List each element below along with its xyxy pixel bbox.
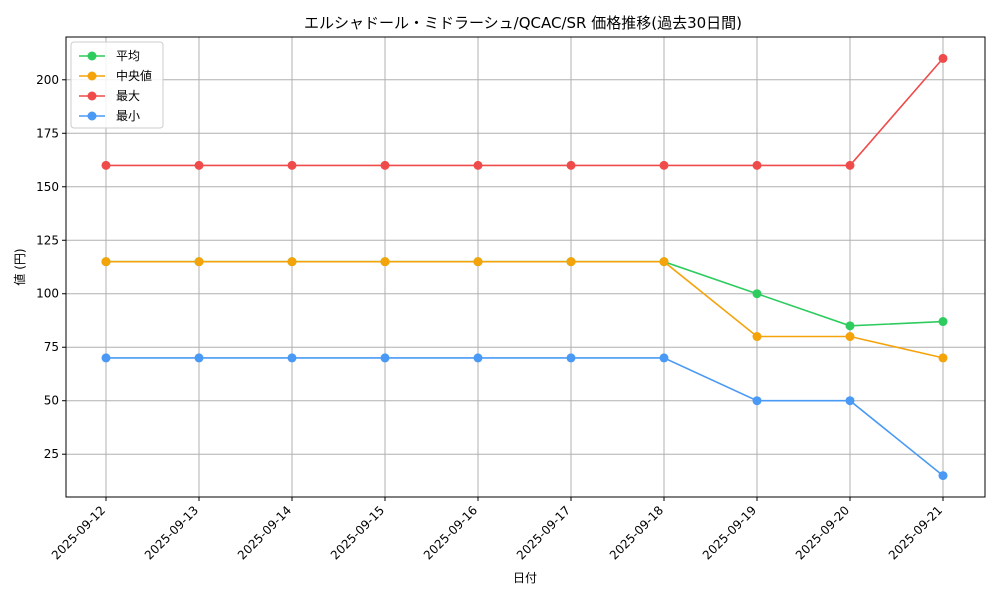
data-point-2-7 xyxy=(752,160,762,170)
series-points xyxy=(101,53,948,481)
x-tick-label: 2025-09-14 xyxy=(235,503,294,562)
legend-marker-0 xyxy=(87,51,97,61)
data-point-2-9 xyxy=(938,53,948,63)
x-tick-label: 2025-09-16 xyxy=(421,503,480,562)
series-line-3 xyxy=(106,357,944,477)
y-tick-label: 150 xyxy=(36,180,59,194)
data-point-1-3 xyxy=(380,257,390,267)
x-tick-label: 2025-09-12 xyxy=(49,503,108,562)
data-point-0-9 xyxy=(938,317,948,327)
data-point-2-1 xyxy=(194,160,204,170)
data-point-1-1 xyxy=(194,257,204,267)
x-ticks: 2025-09-12 2025-09-13 2025-09-14 2025-09-15… xyxy=(49,497,945,562)
data-point-3-8 xyxy=(845,396,855,406)
legend-label-0: 平均 xyxy=(116,49,140,63)
data-point-3-3 xyxy=(380,353,390,363)
x-tick-label: 2025-09-20 xyxy=(793,503,852,562)
data-point-1-4 xyxy=(473,257,483,267)
legend-label-2: 最大 xyxy=(116,89,140,103)
x-tick-label: 2025-09-17 xyxy=(514,503,573,562)
legend-label-3: 最小 xyxy=(116,109,140,123)
data-point-2-3 xyxy=(380,160,390,170)
y-tick-label: 100 xyxy=(36,287,59,301)
y-tick-label: 125 xyxy=(36,233,59,247)
data-point-3-9 xyxy=(938,471,948,481)
data-point-2-8 xyxy=(845,160,855,170)
legend-marker-3 xyxy=(87,111,97,121)
chart-title: エルシャドール・ミドラーシュ/QCAC/SR 価格推移(過去30日間) xyxy=(304,14,742,32)
data-point-1-2 xyxy=(287,257,297,267)
y-tick-label: 175 xyxy=(36,126,59,140)
data-point-0-8 xyxy=(845,321,855,331)
x-axis-label: 日付 xyxy=(513,571,537,585)
data-point-2-6 xyxy=(659,160,669,170)
y-tick-label: 25 xyxy=(44,447,59,461)
legend-marker-1 xyxy=(87,71,97,81)
grid xyxy=(66,37,985,497)
data-point-3-1 xyxy=(194,353,204,363)
data-point-2-0 xyxy=(101,160,111,170)
y-tick-label: 200 xyxy=(36,73,59,87)
data-point-1-6 xyxy=(659,257,669,267)
data-point-2-4 xyxy=(473,160,483,170)
series-line-1 xyxy=(106,260,944,359)
data-point-3-0 xyxy=(101,353,111,363)
data-point-1-8 xyxy=(845,332,855,342)
legend-box xyxy=(70,41,164,129)
x-tick-label: 2025-09-18 xyxy=(607,503,666,562)
data-point-3-6 xyxy=(659,353,669,363)
x-tick-label: 2025-09-21 xyxy=(886,503,945,562)
data-point-1-0 xyxy=(101,257,111,267)
data-point-2-5 xyxy=(566,160,576,170)
x-tick-label: 2025-09-19 xyxy=(700,503,759,562)
y-tick-label: 75 xyxy=(44,340,59,354)
data-point-3-2 xyxy=(287,353,297,363)
data-point-3-4 xyxy=(473,353,483,363)
legend-marker-2 xyxy=(87,91,97,101)
y-tick-label: 50 xyxy=(44,394,59,408)
x-tick-label: 2025-09-13 xyxy=(142,503,201,562)
data-point-3-5 xyxy=(566,353,576,363)
plot-frame xyxy=(65,36,986,498)
data-point-1-7 xyxy=(752,332,762,342)
y-ticks: 25 50 75 100 125 150 175 200 xyxy=(36,73,66,461)
data-point-1-9 xyxy=(938,353,948,363)
data-point-3-7 xyxy=(752,396,762,406)
series-lines xyxy=(106,57,944,477)
x-tick-label: 2025-09-15 xyxy=(328,503,387,562)
series-line-2 xyxy=(106,57,944,167)
data-point-0-7 xyxy=(752,289,762,299)
y-axis-label: 値 (円) xyxy=(12,248,27,285)
legend-label-1: 中央値 xyxy=(116,68,152,83)
data-point-1-5 xyxy=(566,257,576,267)
data-point-2-2 xyxy=(287,160,297,170)
